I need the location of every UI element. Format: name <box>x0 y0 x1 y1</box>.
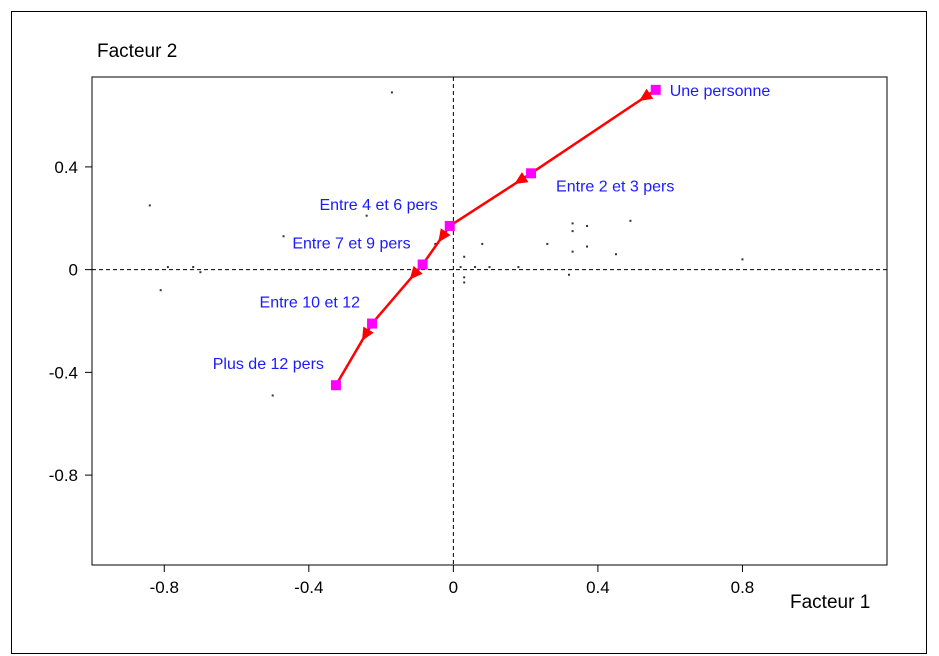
background-point <box>586 245 589 248</box>
trajectory-arrowhead <box>361 326 374 341</box>
background-point <box>474 266 477 269</box>
trajectory-marker <box>444 220 455 231</box>
background-point <box>192 266 195 269</box>
trajectory <box>330 84 661 391</box>
point-labels: Une personne Entre 2 et 3 pers Entre 4 et … <box>213 83 771 373</box>
y-tick-label: -0.8 <box>49 466 78 485</box>
background-point <box>571 222 574 225</box>
background-point <box>199 271 202 274</box>
background-point <box>546 242 549 245</box>
point-label: Une personne <box>670 83 771 100</box>
plot-area <box>91 76 888 566</box>
x-tick-label: 0.8 <box>731 578 755 597</box>
trajectory-marker <box>417 259 428 270</box>
x-axis-title: Facteur 1 <box>790 592 870 613</box>
trajectory-arrowhead <box>409 265 423 280</box>
trajectory-segment <box>530 88 657 175</box>
trajectory-arrowhead <box>438 228 451 243</box>
background-point <box>463 281 466 284</box>
trajectory-marker <box>526 168 537 179</box>
trajectory-marker <box>330 380 341 391</box>
background-point <box>148 204 151 207</box>
trajectory-marker <box>367 318 378 329</box>
point-label: Entre 4 et 6 pers <box>319 197 437 214</box>
background-point <box>463 276 466 279</box>
trajectory-marker <box>650 84 661 95</box>
y-tick-label: 0 <box>69 261 78 280</box>
background-point <box>282 235 285 238</box>
x-tick-label: -0.8 <box>150 578 179 597</box>
background-point <box>741 258 744 261</box>
background-point <box>517 266 520 269</box>
reference-lines <box>92 77 887 565</box>
background-point <box>614 253 617 256</box>
x-tick-label: 0 <box>449 578 458 597</box>
background-point <box>463 255 466 258</box>
y-axis-ticks: 0.4 0 -0.4 -0.8 <box>49 158 92 485</box>
y-axis-title: Facteur 2 <box>97 41 177 62</box>
chart-frame <box>11 11 927 654</box>
background-point <box>390 91 393 94</box>
x-tick-label: 0.4 <box>586 578 610 597</box>
background-point <box>586 224 589 227</box>
point-label: Entre 2 et 3 pers <box>556 178 674 195</box>
background-point <box>629 219 632 222</box>
background-point <box>434 242 437 245</box>
background-point <box>166 266 169 269</box>
background-point <box>571 250 574 253</box>
trajectory-arrowhead <box>639 88 654 101</box>
y-tick-label: -0.4 <box>49 363 78 382</box>
background-point <box>571 230 574 233</box>
x-axis-ticks: -0.8 -0.4 0 0.4 0.8 <box>150 565 755 597</box>
point-label: Plus de 12 pers <box>213 356 324 373</box>
background-point <box>452 330 455 333</box>
background-points <box>148 91 744 397</box>
point-label: Entre 10 et 12 <box>260 295 361 312</box>
background-point <box>568 273 570 276</box>
trajectory-arrowhead <box>514 172 529 185</box>
x-tick-label: -0.4 <box>294 578 323 597</box>
background-point <box>365 214 368 217</box>
point-label: Entre 7 et 9 pers <box>292 235 410 252</box>
background-point <box>488 266 491 269</box>
y-tick-label: 0.4 <box>54 158 78 177</box>
background-point <box>159 289 162 292</box>
background-point <box>271 394 274 397</box>
background-point <box>459 266 462 269</box>
background-point <box>481 242 484 245</box>
